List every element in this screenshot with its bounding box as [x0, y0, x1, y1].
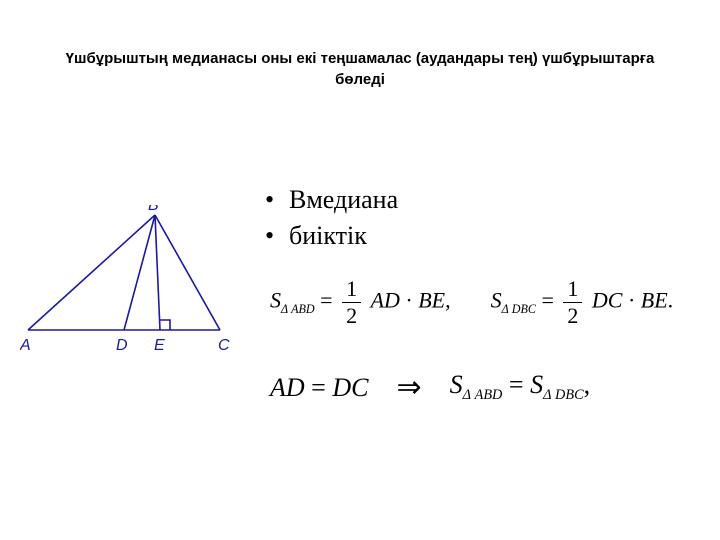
page-title: Үшбұрыштың медианасы оны екі теңшамалас …: [50, 48, 670, 90]
svg-text:D: D: [116, 337, 128, 354]
formula-ad-eq-dc: AD = DC: [270, 373, 368, 403]
svg-text:E: E: [154, 337, 165, 354]
formula-s-abd: SΔ ABD = 12 AD · BE,: [270, 278, 451, 327]
formula-s-dbc: SΔ DBC = 12 DC · BE.: [491, 278, 674, 327]
bullet-list: Вмедиана биіктік: [265, 185, 700, 257]
formula-sabd-eq-sdbc: SΔ ABD = SΔ DBC,: [450, 370, 591, 404]
formula-areas: SΔ ABD = 12 AD · BE, SΔ DBC = 12 DC · BE…: [270, 278, 710, 327]
triangle-diagram: A B C D E: [20, 205, 240, 365]
bullet-median: Вмедиана: [265, 185, 700, 215]
svg-text:B: B: [148, 205, 159, 214]
implies-arrow: ⇒: [396, 370, 421, 405]
svg-text:A: A: [20, 337, 31, 354]
bullet-height: биіктік: [265, 221, 700, 251]
svg-text:C: C: [218, 337, 230, 354]
formula-conclusion: AD = DC ⇒ SΔ ABD = SΔ DBC,: [270, 370, 710, 405]
